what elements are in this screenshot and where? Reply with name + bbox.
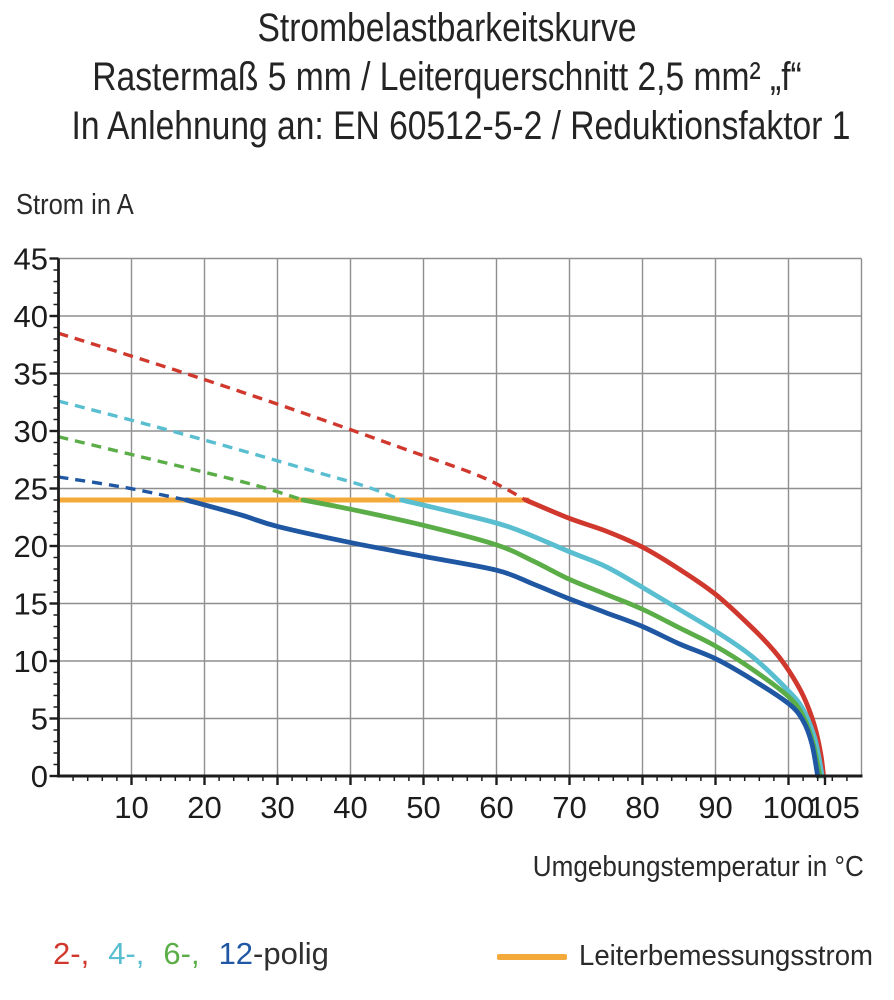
y-tick-label: 0 (31, 759, 48, 794)
y-axis-title: Strom in A (16, 189, 134, 221)
x-tick-label: 30 (260, 790, 294, 825)
y-tick-label: 35 (14, 357, 48, 392)
legend-pole-item-2: 2-, (53, 936, 90, 971)
chart-title-line2: Rastermaß 5 mm / Leiterquerschnitt 2,5 m… (92, 55, 802, 99)
x-tick-label: 90 (698, 790, 732, 825)
x-tick-label: 70 (552, 790, 586, 825)
curve-4-polig-solid (399, 497, 825, 779)
x-tick-label: 40 (333, 790, 367, 825)
legend-pole-item-12: 12 (218, 936, 254, 971)
legend-pole-item-6: 6-, (163, 936, 200, 971)
curve-2-polig-solid (523, 497, 826, 779)
x-tick-label: 60 (479, 790, 513, 825)
rated-current-swatch (497, 953, 567, 960)
x-tick-label: 80 (625, 790, 659, 825)
y-tick-label: 40 (14, 299, 48, 334)
rated-current-label: Leiterbemessungsstrom (579, 940, 874, 972)
curve-2-polig-dashed (57, 331, 527, 502)
y-tick-label: 25 (14, 472, 48, 507)
y-tick-label: 10 (14, 644, 48, 679)
chart-title-line3: In Anlehnung an: EN 60512-5-2 / Reduktio… (71, 104, 851, 148)
curve-4-polig-dashed (58, 399, 403, 502)
curve-6-polig-solid (300, 497, 823, 779)
x-tick-label: 50 (406, 790, 440, 825)
y-tick-label: 20 (14, 529, 48, 564)
x-axis-title: Umgebungstemperatur in °C (532, 851, 864, 883)
y-tick-label: 30 (14, 414, 48, 449)
x-tick-label: 20 (187, 790, 221, 825)
curve-12-polig-solid (183, 497, 821, 779)
x-tick-label: 10 (114, 790, 148, 825)
curve-6-polig-dashed (58, 435, 304, 502)
y-tick-label: 45 (14, 242, 48, 277)
chart-title: Strombelastbarkeitskurve Rastermaß 5 mm … (71, 4, 851, 151)
x-tick-label: 100 (763, 790, 815, 825)
legend-pole-item-4: 4-, (108, 936, 145, 971)
legend-poles: 2-, 4-, 6-, 12-polig (53, 936, 329, 972)
legend-rated-current: Leiterbemessungsstrom (497, 940, 888, 973)
legend-pole-suffix: -polig (253, 936, 329, 971)
chart-title-line1: Strombelastbarkeitskurve (257, 6, 637, 50)
y-tick-label: 5 (31, 702, 48, 737)
y-tick-label: 15 (14, 587, 48, 622)
x-tick-label: 105 (808, 790, 860, 825)
